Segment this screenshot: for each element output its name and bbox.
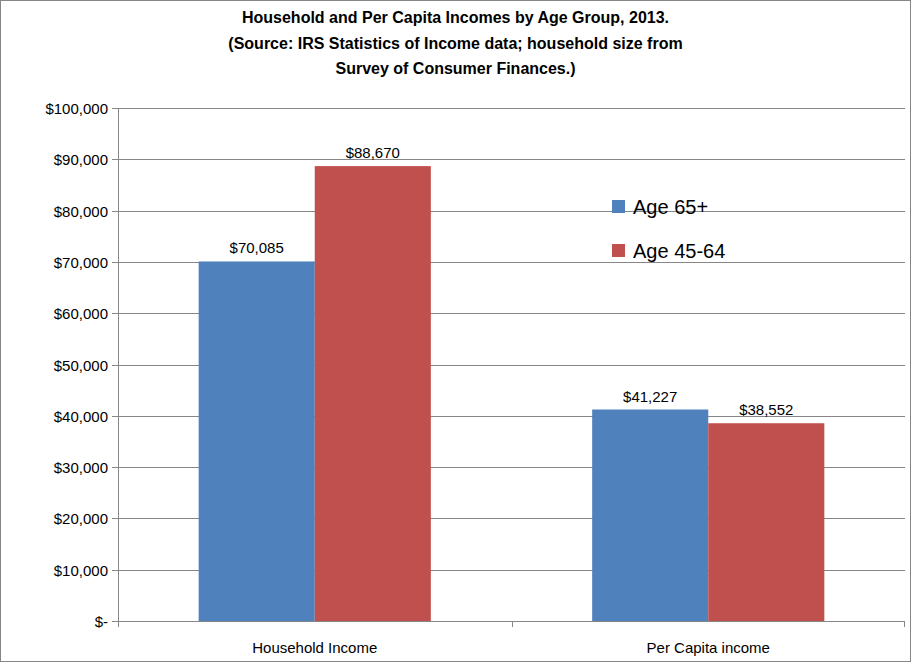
data-label: $88,670 xyxy=(346,144,400,161)
data-label: $38,552 xyxy=(739,401,793,418)
bar xyxy=(315,166,431,621)
y-tick xyxy=(112,365,118,366)
y-tick xyxy=(112,159,118,160)
y-tick xyxy=(112,262,118,263)
grid-line xyxy=(118,621,905,622)
title: Household and Per Capita Incomes by Age … xyxy=(242,9,669,26)
y-tick-label: $80,000 xyxy=(54,203,108,220)
legend-swatch xyxy=(612,244,625,257)
bars xyxy=(199,166,825,621)
y-tick-label: $10,000 xyxy=(54,562,108,579)
y-tick xyxy=(112,518,118,519)
x-tick xyxy=(512,621,513,627)
x-tick-label: Household Income xyxy=(252,639,377,656)
y-tick xyxy=(112,621,118,622)
legend-label: Age 65+ xyxy=(633,196,708,218)
legend-label: Age 45-64 xyxy=(633,240,725,262)
data-label: $41,227 xyxy=(623,388,677,405)
chart-border xyxy=(1,1,911,662)
bar xyxy=(199,261,315,621)
y-tick-label: $30,000 xyxy=(54,459,108,476)
x-tick xyxy=(904,621,905,627)
x-tick xyxy=(118,621,119,627)
legend-swatch xyxy=(612,200,625,213)
y-tick xyxy=(112,108,118,109)
y-tick-label: $60,000 xyxy=(54,305,108,322)
bar xyxy=(708,423,824,621)
grid-line xyxy=(118,108,905,109)
bar xyxy=(592,410,708,621)
y-tick-label: $100,000 xyxy=(45,100,108,117)
grid-line xyxy=(118,211,905,212)
legend: Age 65+ Age 45-64 xyxy=(612,196,725,262)
grid xyxy=(112,109,905,622)
x-tick-label: Per Capita income xyxy=(647,639,770,656)
y-tick xyxy=(112,570,118,571)
y-tick-label: $20,000 xyxy=(54,510,108,527)
chart: Household and Per Capita Incomes by Age … xyxy=(0,0,911,662)
y-tick xyxy=(112,467,118,468)
y-tick-label: $40,000 xyxy=(54,408,108,425)
y-tick-label: $70,000 xyxy=(54,254,108,271)
subtitle: (Source: IRS Statistics of Income data; … xyxy=(228,35,682,77)
y-tick-label: $90,000 xyxy=(54,151,108,168)
y-tick xyxy=(112,313,118,314)
y-axis xyxy=(118,108,119,621)
data-label: $70,085 xyxy=(230,239,284,256)
y-tick-label: $50,000 xyxy=(54,357,108,374)
grid-line xyxy=(118,159,905,160)
y-tick xyxy=(112,416,118,417)
y-tick xyxy=(112,211,118,212)
y-tick-label: $- xyxy=(95,613,108,630)
x-axis xyxy=(118,621,905,622)
